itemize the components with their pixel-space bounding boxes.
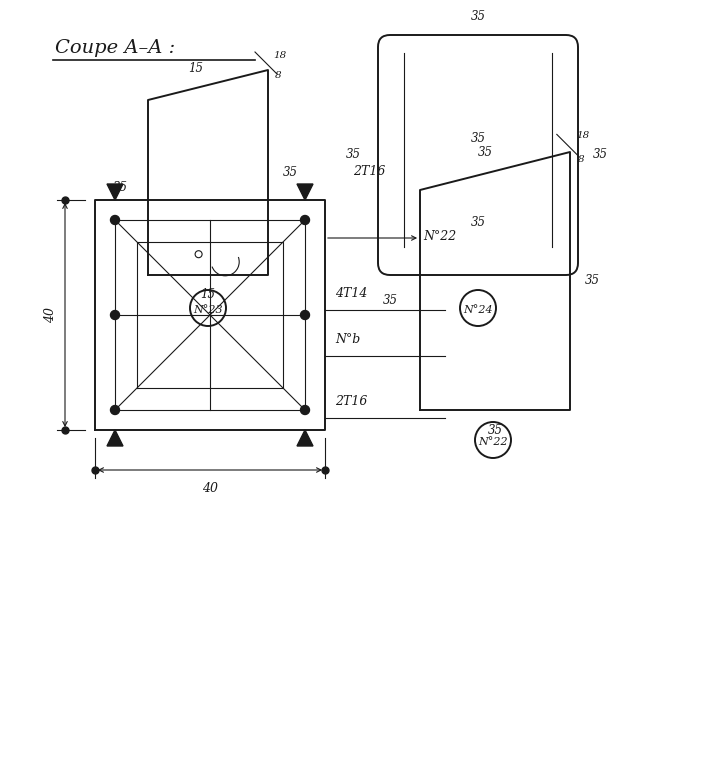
Circle shape	[111, 216, 119, 225]
Text: 35: 35	[470, 216, 486, 229]
Text: 18: 18	[273, 52, 286, 61]
Text: N°22: N°22	[423, 229, 457, 243]
Text: 15: 15	[188, 62, 204, 75]
Text: 35: 35	[382, 293, 398, 306]
Text: 40: 40	[202, 481, 218, 494]
Polygon shape	[297, 184, 313, 200]
Text: 4T14: 4T14	[335, 287, 367, 300]
Circle shape	[300, 310, 310, 320]
Polygon shape	[107, 184, 123, 200]
Circle shape	[111, 310, 119, 320]
Text: 15: 15	[201, 289, 215, 302]
Circle shape	[300, 406, 310, 414]
Text: N°b: N°b	[335, 333, 361, 347]
Text: 35: 35	[470, 11, 486, 24]
Polygon shape	[107, 430, 123, 446]
Text: N°22: N°22	[478, 437, 508, 447]
Polygon shape	[297, 430, 313, 446]
Text: 40: 40	[44, 307, 57, 323]
Text: N°23: N°23	[193, 305, 222, 315]
Text: 35: 35	[470, 132, 486, 145]
Text: 35: 35	[585, 274, 600, 287]
Circle shape	[111, 406, 119, 414]
Text: Coupe A–A :: Coupe A–A :	[55, 39, 175, 57]
Text: 35: 35	[478, 146, 492, 159]
Text: 35: 35	[345, 149, 361, 162]
Text: N°24: N°24	[463, 305, 493, 315]
Text: 35: 35	[593, 149, 608, 162]
Text: 8: 8	[578, 156, 585, 165]
Text: 35: 35	[113, 181, 127, 194]
Text: 8: 8	[275, 72, 281, 81]
Text: 35: 35	[488, 424, 502, 437]
Circle shape	[300, 216, 310, 225]
Text: 2T16: 2T16	[335, 395, 367, 408]
Text: 35: 35	[283, 166, 297, 179]
Text: 18: 18	[576, 132, 590, 140]
Text: 2T16: 2T16	[353, 165, 385, 178]
